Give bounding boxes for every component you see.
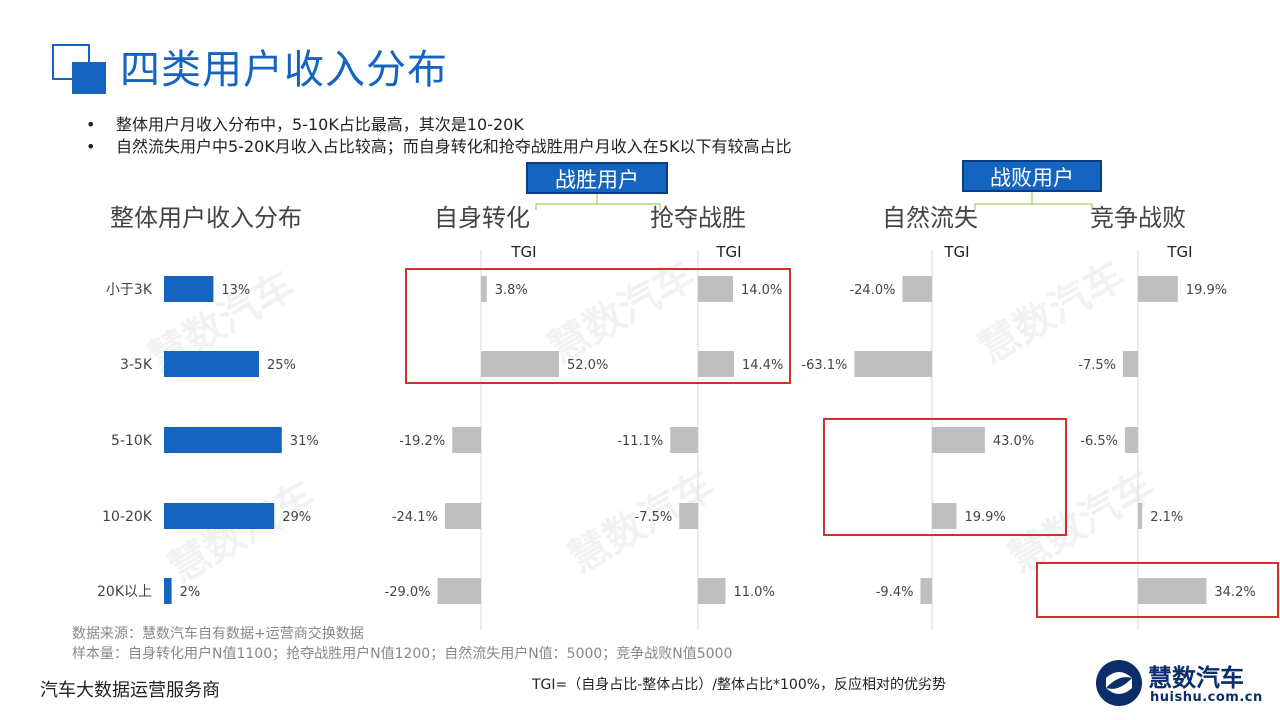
data-label: -7.5% [635,510,673,525]
logo-text: 慧数汽车 [1148,664,1244,692]
group-bracket [974,192,1093,210]
company-slogan: 汽车大数据运营服务商 [40,680,220,701]
bullet-item: • 自然流失用户中5-20K月收入占比较高；而自身转化和抢夺战胜用户月收入在5K以… [86,137,792,156]
sample-size-note: 样本量：自身转化用户N值1100；抢夺战胜用户N值1200；自然流失用户N值：5… [72,646,733,662]
logo-url: huishu.com.cn [1150,690,1263,705]
data-label: 34.2% [1214,585,1255,600]
highlight-box [1036,562,1279,618]
data-label: -63.1% [801,358,847,373]
group-tag-lose: 战败用户 [962,160,1102,192]
bar [932,503,957,529]
data-source-note: 数据来源：慧数汽车自有数据+运营商交换数据 [72,626,364,642]
data-label: -29.0% [385,585,431,600]
bar [932,427,985,453]
bar [481,276,487,302]
bar [1123,351,1138,377]
bar [1138,276,1178,302]
data-label: 31% [290,434,319,449]
bar [437,578,481,604]
data-label: -11.1% [617,434,663,449]
chart-title: 整体用户收入分布 [110,204,302,232]
data-label: 11.0% [734,585,775,600]
tgi-label: TGI [1166,243,1192,261]
tgi-label: TGI [715,243,741,261]
bar [679,503,698,529]
chart-title: 竞争战败 [1090,204,1186,232]
highlight-box [405,268,791,384]
data-label: 25% [267,358,296,373]
tgi-label: TGI [943,243,969,261]
category-label: 20K以上 [97,584,152,600]
group-tag-win: 战胜用户 [526,162,668,194]
title-square-icon [52,44,106,94]
data-label: 14.0% [741,283,782,298]
category-label: 10-20K [102,509,153,525]
data-label: 2.1% [1150,510,1183,525]
data-label: -19.2% [399,434,445,449]
bar [444,503,481,529]
chart-title: 抢夺战胜 [650,204,746,232]
category-label: 5-10K [111,433,153,449]
data-label: -24.1% [392,510,438,525]
bar [670,427,698,453]
bar [1138,578,1207,604]
data-label: -9.4% [876,585,914,600]
data-label: 14.4% [742,358,783,373]
chart-title: 自身转化 [434,204,530,232]
logo-icon [1096,660,1142,706]
bar [481,351,559,377]
page-title: 四类用户收入分布 [120,47,448,93]
data-label: -7.5% [1078,358,1116,373]
bullet-item: • 整体用户月收入分布中，5-10K占比最高，其次是10-20K [86,115,524,134]
category-label: 3-5K [120,357,153,373]
bar [854,351,932,377]
bar [698,578,726,604]
bar [698,276,733,302]
bar [164,427,282,453]
bar [920,578,932,604]
data-label: 3.8% [495,283,528,298]
data-label: 19.9% [1186,283,1227,298]
data-label: 19.9% [964,510,1005,525]
group-bracket [535,194,661,210]
bar [452,427,481,453]
tgi-label: TGI [510,243,536,261]
chart-title: 自然流失 [882,204,978,232]
bar [1125,427,1138,453]
data-label: 52.0% [567,358,608,373]
bar [164,578,172,604]
bar [164,351,259,377]
data-label: -6.5% [1080,434,1118,449]
bar [698,351,734,377]
tgi-formula: TGI=（自身占比-整体占比）/整体占比*100%，反应相对的优劣势 [532,677,947,693]
bullet-list: • 整体用户月收入分布中，5-10K占比最高，其次是10-20K • 自然流失用户中… [86,114,791,158]
data-label: 13% [221,283,250,298]
bar [1138,503,1143,529]
data-label: 43.0% [993,434,1034,449]
data-label: -24.0% [849,283,895,298]
bar [164,503,275,529]
highlight-box [823,418,1067,536]
data-label: 29% [282,510,311,525]
data-label: 2% [180,585,201,600]
category-label: 小于3K [106,282,153,298]
bar [902,276,932,302]
bar [164,276,214,302]
footnotes: 数据来源：慧数汽车自有数据+运营商交换数据 样本量：自身转化用户N值1100；抢… [72,624,732,664]
